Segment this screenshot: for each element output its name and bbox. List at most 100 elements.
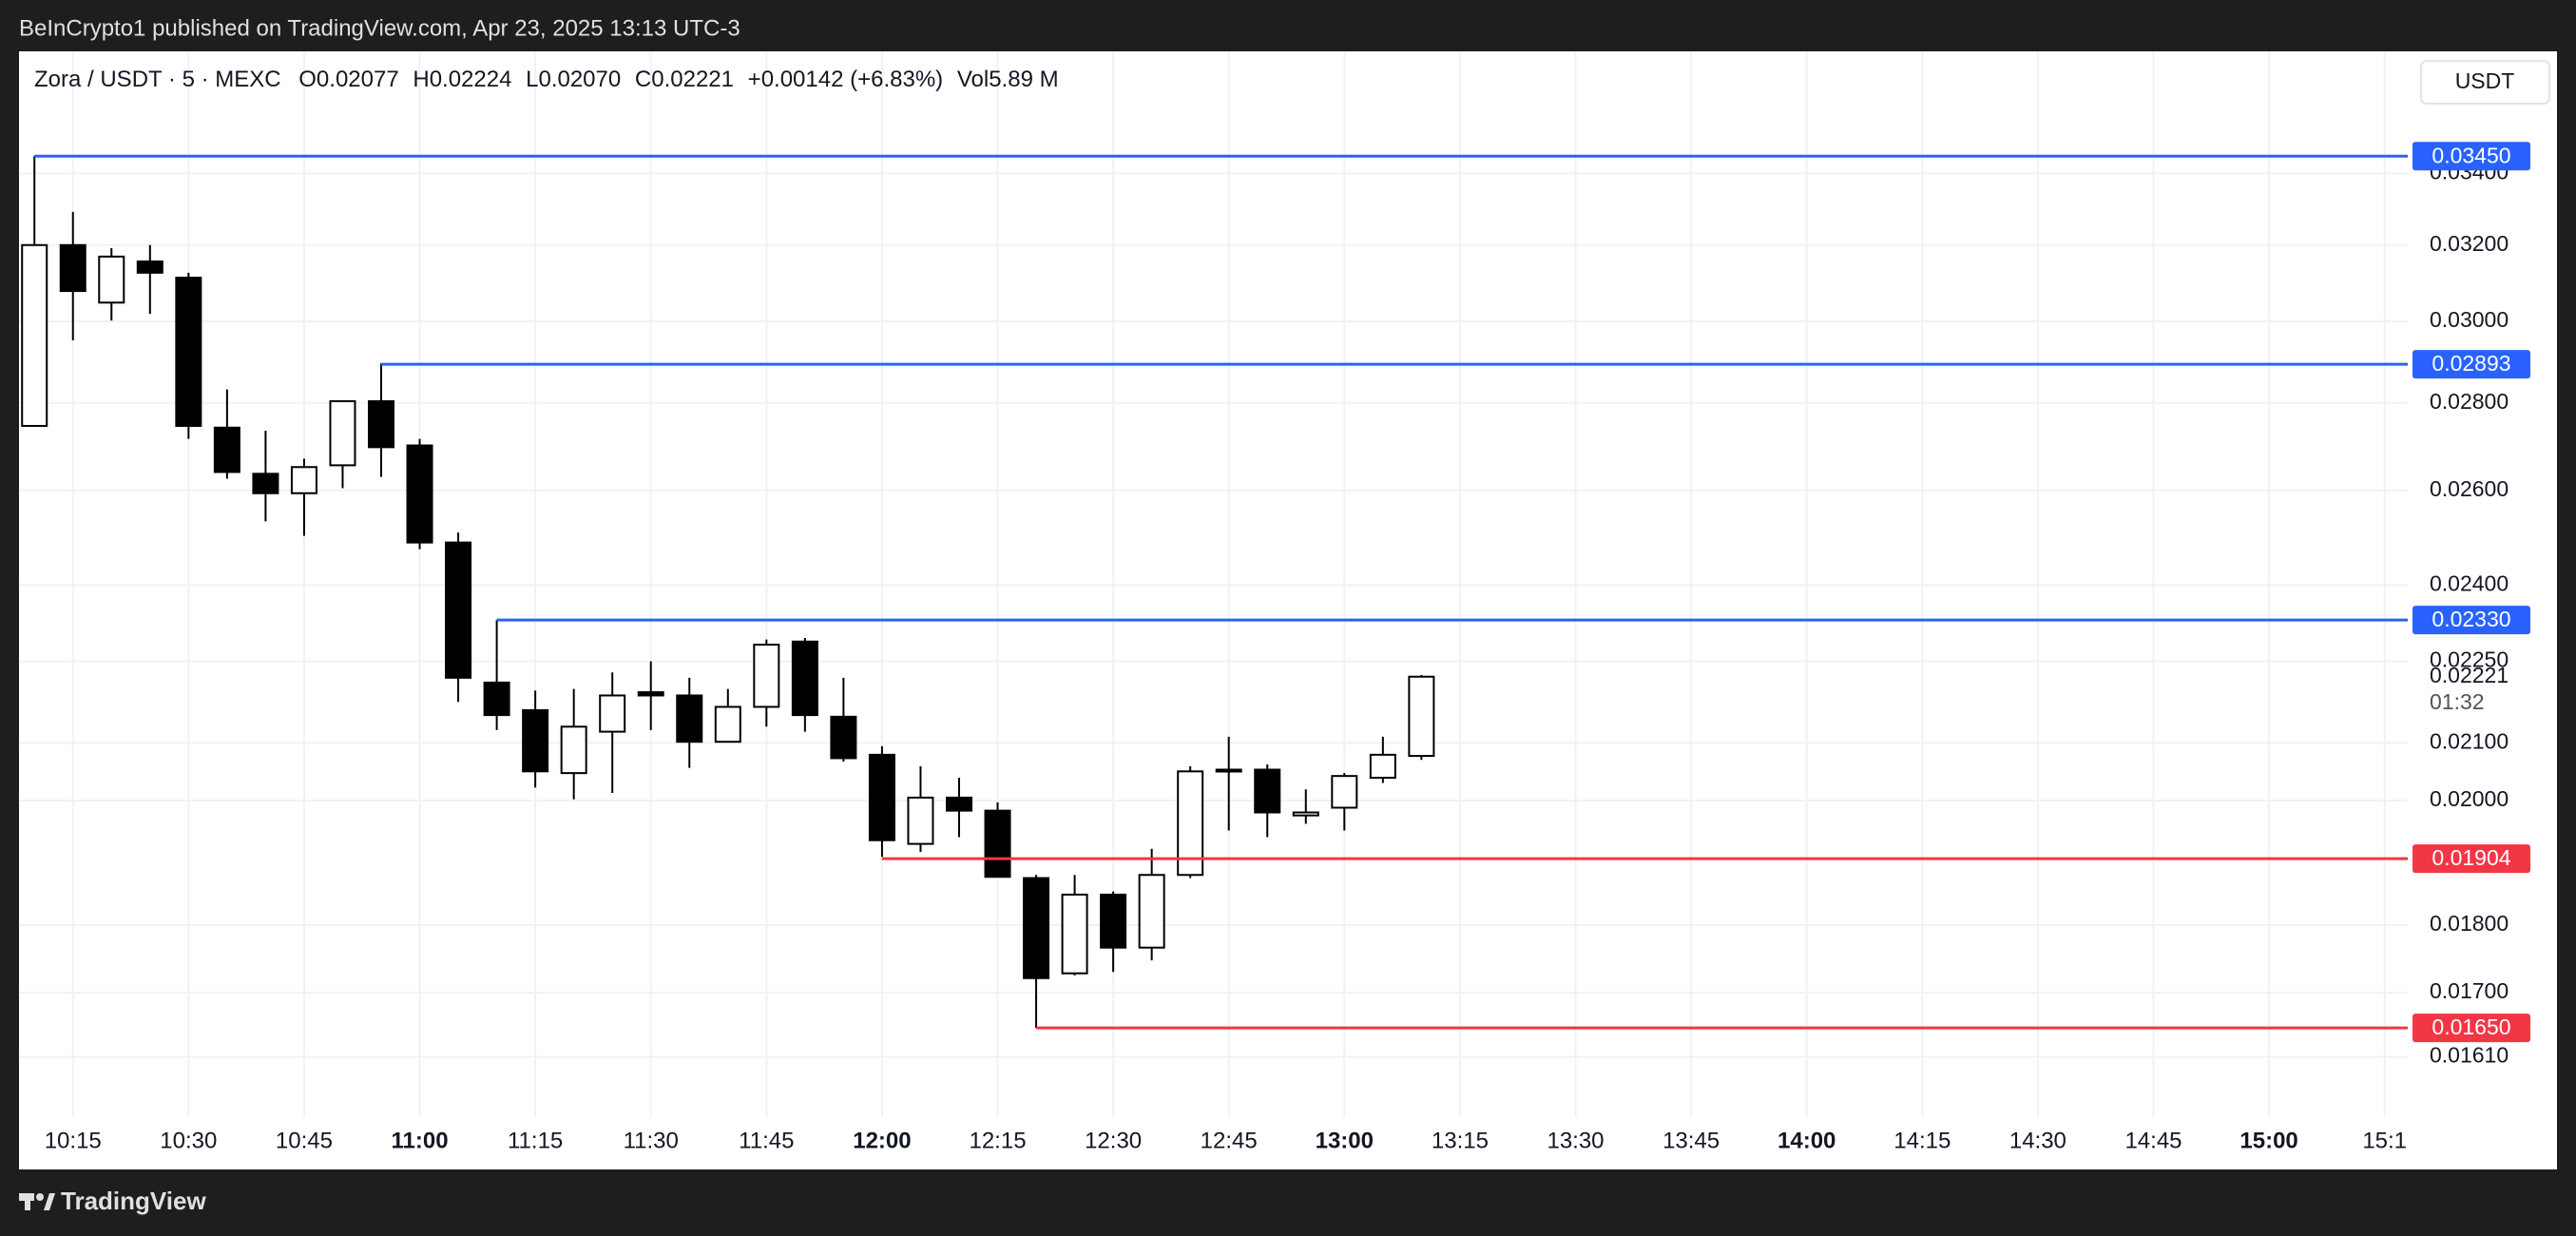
x-tick-label: 14:30 <box>2009 1128 2067 1153</box>
candle-body <box>1369 753 1396 780</box>
candle <box>714 688 741 744</box>
x-tick-label: 13:15 <box>1432 1128 1489 1153</box>
candle-body <box>791 640 818 717</box>
last-price-label: 0.02221 <box>2430 663 2509 687</box>
y-tick-label: 0.02100 <box>2430 728 2509 753</box>
publish-info: BeInCrypto1 published on TradingView.com… <box>19 15 740 41</box>
candle <box>1177 765 1204 879</box>
x-tick-label: 10:30 <box>160 1128 217 1153</box>
currency-label[interactable]: USDT <box>2455 68 2515 93</box>
candle-body <box>1254 768 1281 814</box>
candle <box>1292 789 1319 824</box>
x-tick-label: 12:30 <box>1085 1128 1142 1153</box>
candle <box>637 661 664 730</box>
candle <box>1369 736 1396 783</box>
candle-body <box>1331 775 1358 809</box>
brand-name: TradingView <box>61 1187 206 1215</box>
candle-body <box>406 444 433 544</box>
candle <box>175 272 202 439</box>
level-price-label: 0.02330 <box>2432 607 2510 631</box>
x-tick-label: 11:00 <box>392 1128 449 1153</box>
candle-body <box>984 809 1011 879</box>
candle-body <box>676 694 703 744</box>
level-price-box <box>2413 142 2530 171</box>
candle-body <box>868 753 895 841</box>
candle <box>984 801 1011 879</box>
candle <box>945 778 972 838</box>
candle <box>368 363 395 477</box>
level-price-box <box>2413 844 2530 874</box>
currency-button[interactable] <box>2420 60 2550 105</box>
y-tick-label: 0.01800 <box>2430 911 2509 936</box>
candle <box>1100 891 1127 973</box>
x-tick-label: 13:30 <box>1547 1128 1604 1153</box>
volume: Vol5.89 M <box>957 67 1059 92</box>
y-tick-label: 0.01610 <box>2430 1043 2509 1068</box>
candle <box>98 247 125 321</box>
x-tick-label: 13:45 <box>1663 1128 1720 1153</box>
candle-body <box>1408 675 1435 758</box>
level-price-box <box>2413 350 2530 379</box>
ohlc-open: O0.02077 <box>298 67 398 92</box>
x-tick-label: 11:45 <box>739 1128 794 1153</box>
candle <box>1331 773 1358 831</box>
candle <box>1061 875 1088 975</box>
candle <box>252 430 279 522</box>
y-tick-label: 0.01700 <box>2430 978 2509 1003</box>
candle-body <box>907 796 934 845</box>
candle <box>406 438 433 550</box>
candle-body <box>483 681 510 717</box>
candle <box>522 690 549 788</box>
candle <box>59 211 87 341</box>
x-tick-label: 11:15 <box>508 1128 563 1153</box>
candle-body <box>213 426 240 473</box>
symbol-legend: Zora / USDT · 5 · MEXC O0.02077 H0.02224… <box>34 67 1059 92</box>
candle <box>753 639 780 727</box>
candle-body <box>753 644 780 708</box>
x-tick-label: 12:00 <box>853 1128 911 1153</box>
brand-logo <box>19 1193 55 1210</box>
x-tick-label: 15:1 <box>2362 1128 2407 1153</box>
candle-body <box>290 466 317 494</box>
candle <box>483 620 510 730</box>
x-tick-label: 12:45 <box>1201 1128 1258 1153</box>
candle <box>907 765 934 852</box>
countdown-label: 01:32 <box>2430 689 2485 714</box>
candle <box>213 389 240 479</box>
candle-body <box>1061 893 1088 975</box>
candle-body <box>21 243 48 427</box>
level-price-label: 0.02893 <box>2432 351 2510 376</box>
x-tick-label: 10:45 <box>276 1128 333 1153</box>
candle-body <box>1292 811 1319 817</box>
candle <box>445 532 472 703</box>
candle-body <box>1138 874 1165 949</box>
y-tick-label: 0.02600 <box>2430 476 2509 501</box>
candle-body <box>945 796 972 812</box>
x-tick-label: 12:15 <box>969 1128 1026 1153</box>
candle-body <box>714 705 741 744</box>
y-tick-label: 0.03200 <box>2430 231 2509 256</box>
x-tick-label: 14:15 <box>1894 1128 1951 1153</box>
x-tick-label: 15:00 <box>2240 1128 2297 1153</box>
candle <box>830 677 857 763</box>
candle <box>676 677 703 768</box>
x-tick-label: 13:00 <box>1316 1128 1374 1153</box>
candle <box>329 399 356 489</box>
candle <box>1138 848 1165 961</box>
y-tick-label: 0.02800 <box>2430 389 2509 414</box>
plot-area <box>21 154 2408 1030</box>
candle-body <box>830 715 857 760</box>
y-tick-label: 0.02400 <box>2430 570 2509 595</box>
candle <box>290 458 317 536</box>
candle <box>1023 875 1050 1029</box>
level-price-label: 0.03450 <box>2432 143 2510 167</box>
axes: 10:15 10:30 10:45 11:00 11:15 11:30 11:45 12:00… <box>45 142 2530 1153</box>
candle-body <box>1215 768 1242 773</box>
candle <box>791 637 818 732</box>
candle-body <box>522 708 549 773</box>
candle-body <box>1023 877 1050 979</box>
level-price-label: 0.01650 <box>2432 1014 2510 1039</box>
ohlc-high: H0.02224 <box>413 67 511 92</box>
symbol: Zora / USDT · 5 · MEXC <box>34 67 281 92</box>
